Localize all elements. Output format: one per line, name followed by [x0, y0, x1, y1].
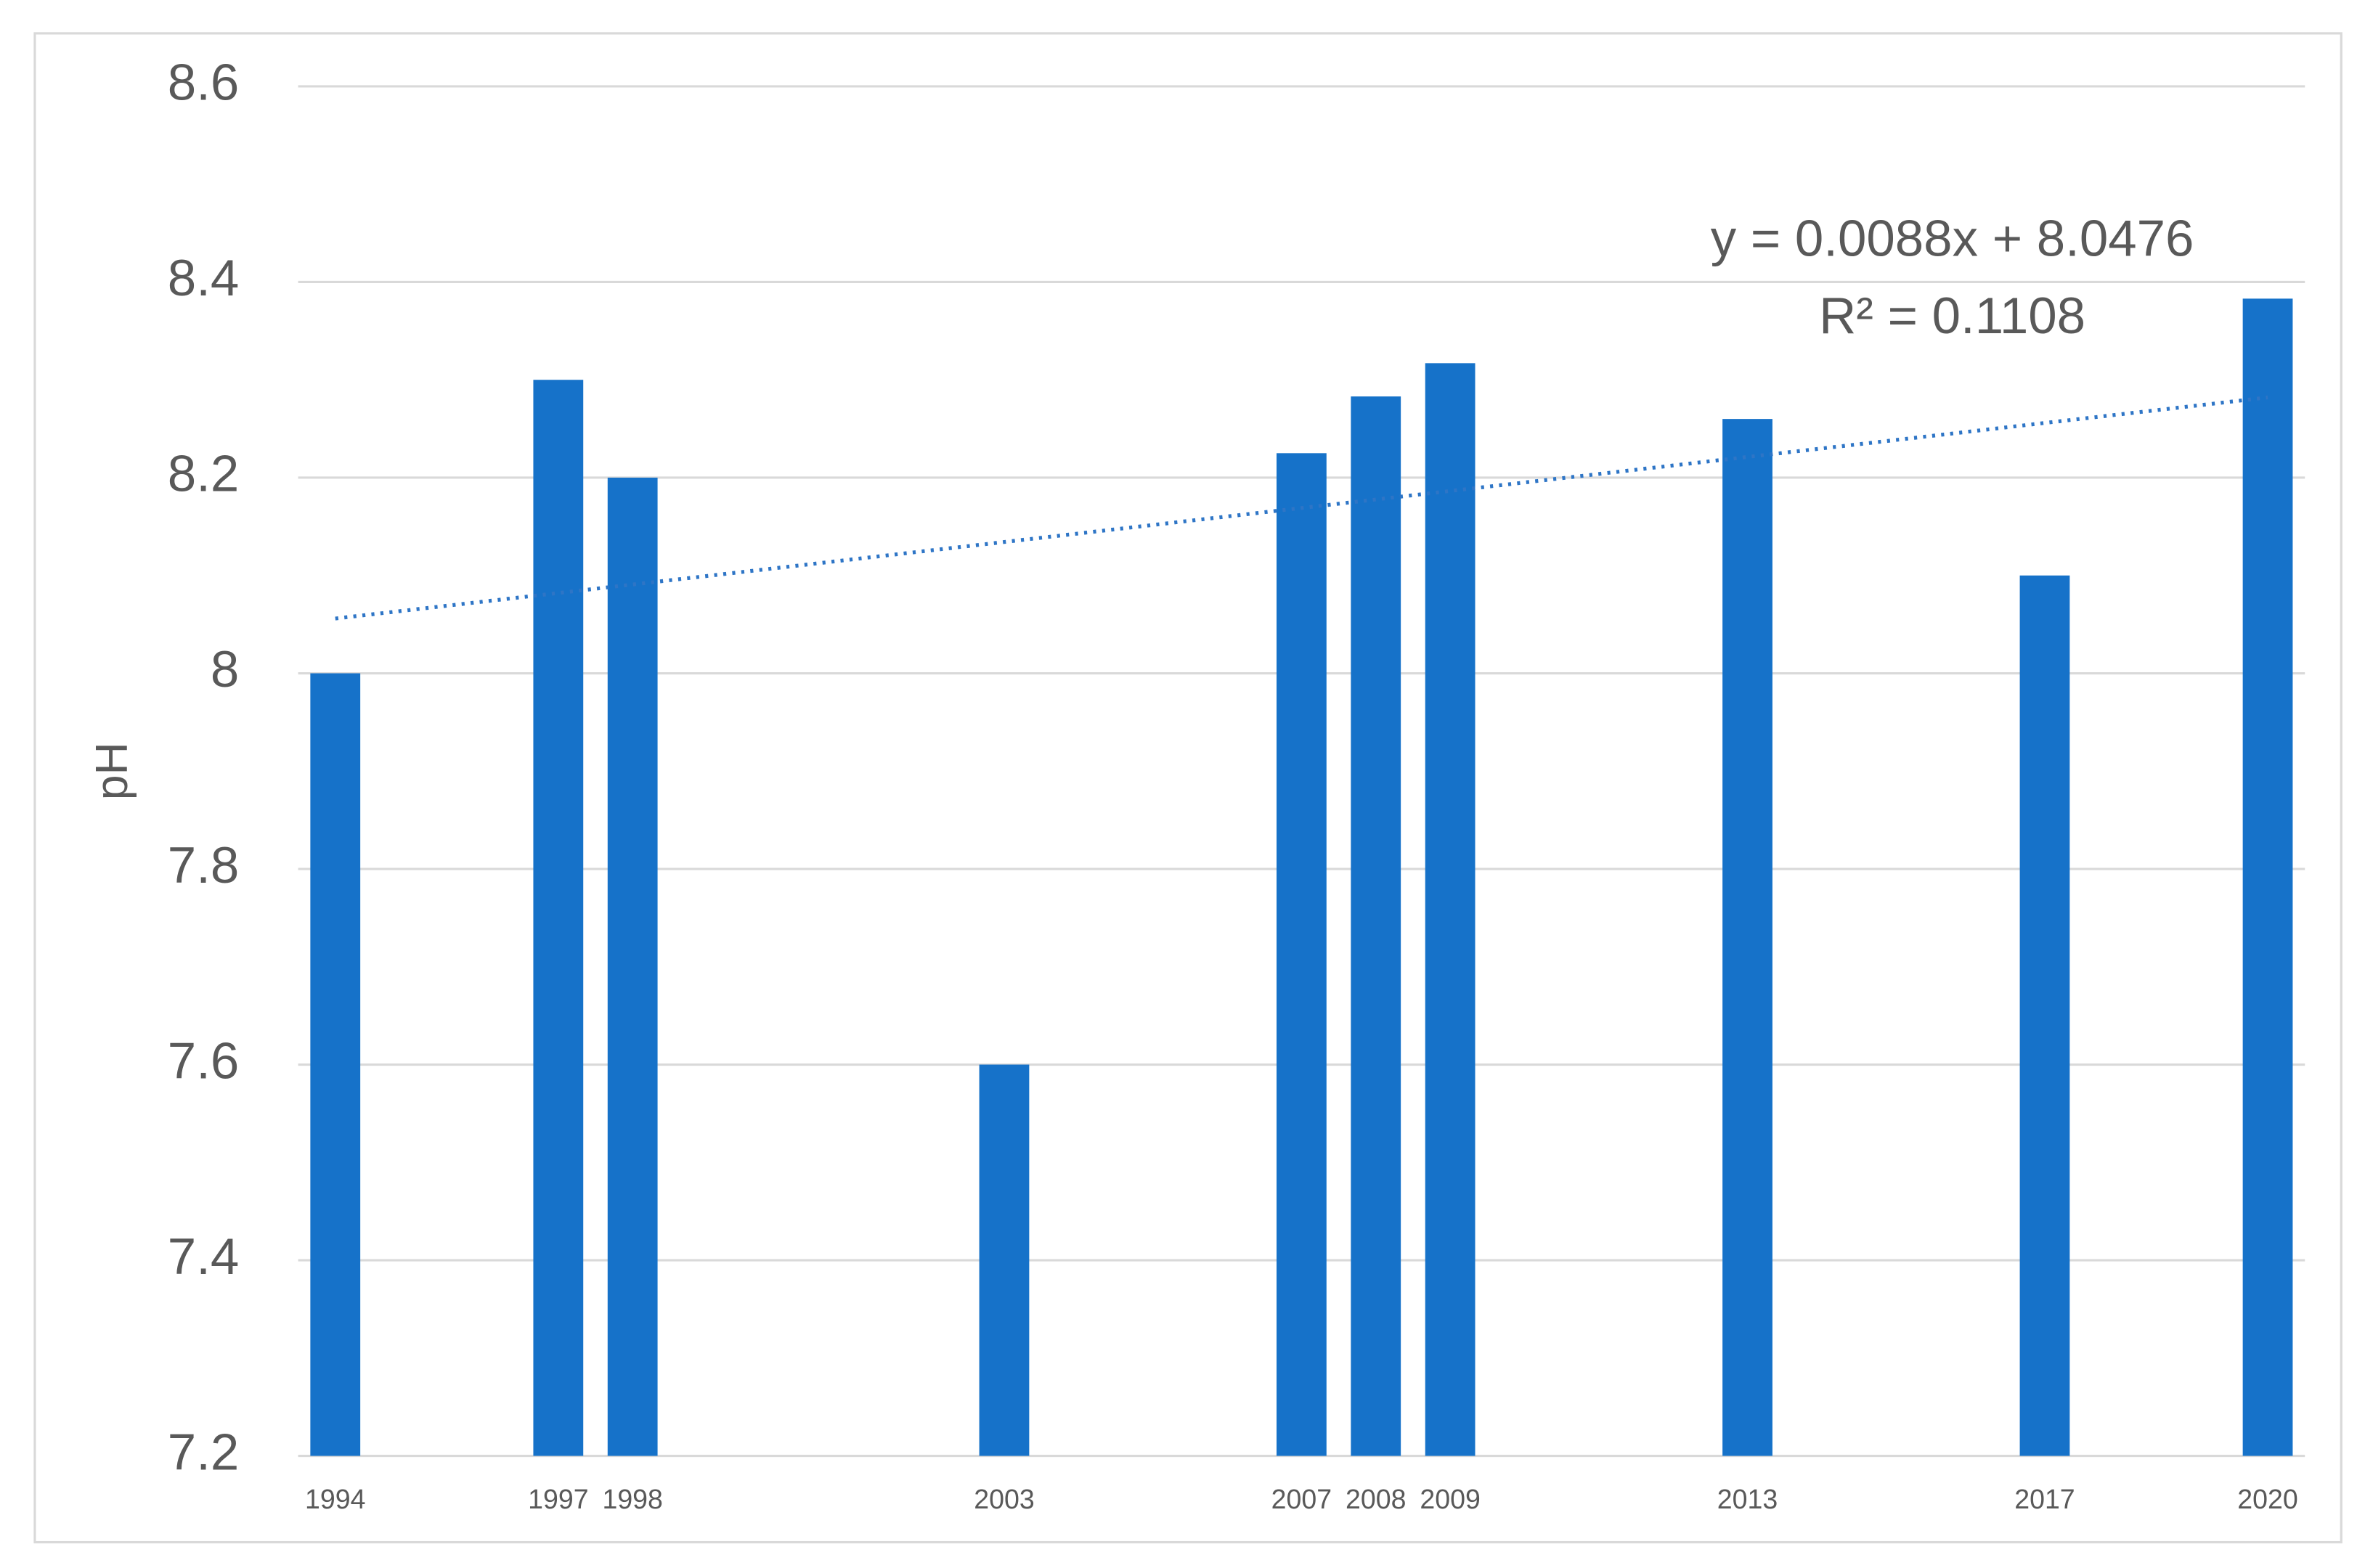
annotation: y = 0.0088x + 8.0476	[1711, 211, 2194, 268]
x-tick-label: 1997	[528, 1484, 588, 1514]
y-axis-title: pH	[86, 742, 137, 800]
x-tick-label: 2013	[1717, 1484, 1778, 1514]
bar	[1425, 363, 1476, 1456]
x-tick-label: 2009	[1420, 1484, 1480, 1514]
y-tick-label: 7.6	[168, 1032, 239, 1090]
annotation: R² = 0.1108	[1819, 287, 2085, 345]
x-tick-label: 2003	[974, 1484, 1034, 1514]
y-tick-label: 8.2	[168, 446, 239, 503]
y-tick-label: 7.8	[168, 837, 239, 894]
y-tick-label: 8	[211, 641, 239, 698]
y-tick-label: 7.4	[168, 1228, 239, 1286]
x-tick-label: 2007	[1271, 1484, 1332, 1514]
x-tick-label: 1994	[305, 1484, 365, 1514]
y-tick-label: 8.6	[168, 54, 239, 112]
y-tick-label: 7.2	[168, 1424, 239, 1481]
bar	[310, 673, 361, 1456]
bar	[1351, 396, 1401, 1456]
bar	[979, 1064, 1030, 1456]
bar	[607, 477, 658, 1456]
bar	[1722, 419, 1772, 1456]
y-tick-label: 8.4	[168, 250, 239, 307]
trendline	[335, 395, 2268, 621]
x-tick-label: 2020	[2237, 1484, 2297, 1514]
bar	[533, 380, 584, 1456]
x-tick-label: 2017	[2014, 1484, 2075, 1514]
chart-frame	[33, 32, 2343, 1544]
x-tick-label: 1998	[602, 1484, 662, 1514]
bar	[1277, 453, 1327, 1456]
x-tick-label: 2008	[1346, 1484, 1406, 1514]
bar	[2242, 298, 2293, 1456]
bar	[2019, 575, 2070, 1456]
